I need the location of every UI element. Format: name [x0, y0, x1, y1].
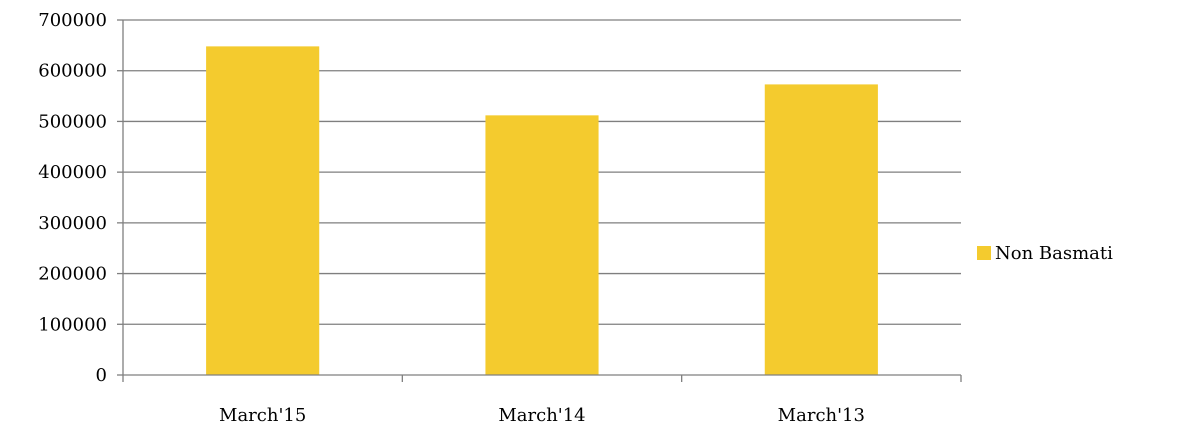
axes — [117, 19, 962, 382]
y-tick-label: 200000 — [38, 264, 107, 285]
bar-2 — [764, 84, 878, 376]
y-tick-label: 600000 — [38, 61, 107, 82]
y-tick-label: 100000 — [38, 314, 107, 335]
bar-1 — [485, 115, 599, 375]
x-tick-label: March'13 — [778, 405, 865, 426]
x-tick-label: March'15 — [219, 405, 306, 426]
legend-label-non-basmati: Non Basmati — [995, 243, 1113, 264]
y-tick-label: 0 — [96, 365, 107, 386]
y-tick-label: 300000 — [38, 213, 107, 234]
y-tick-label: 500000 — [38, 111, 107, 132]
legend-swatch-non-basmati — [977, 246, 991, 260]
x-axis-tick-labels: March'15 March'14 March'13 — [219, 405, 865, 426]
y-tick-label: 700000 — [38, 10, 107, 31]
x-tick-label: March'14 — [498, 405, 585, 426]
bars — [206, 46, 878, 376]
legend: Non Basmati — [977, 243, 1113, 264]
y-axis-tick-labels: 0 100000 200000 300000 400000 500000 600000 700… — [38, 10, 107, 386]
bar-0 — [206, 46, 320, 375]
y-tick-label: 400000 — [38, 162, 107, 183]
